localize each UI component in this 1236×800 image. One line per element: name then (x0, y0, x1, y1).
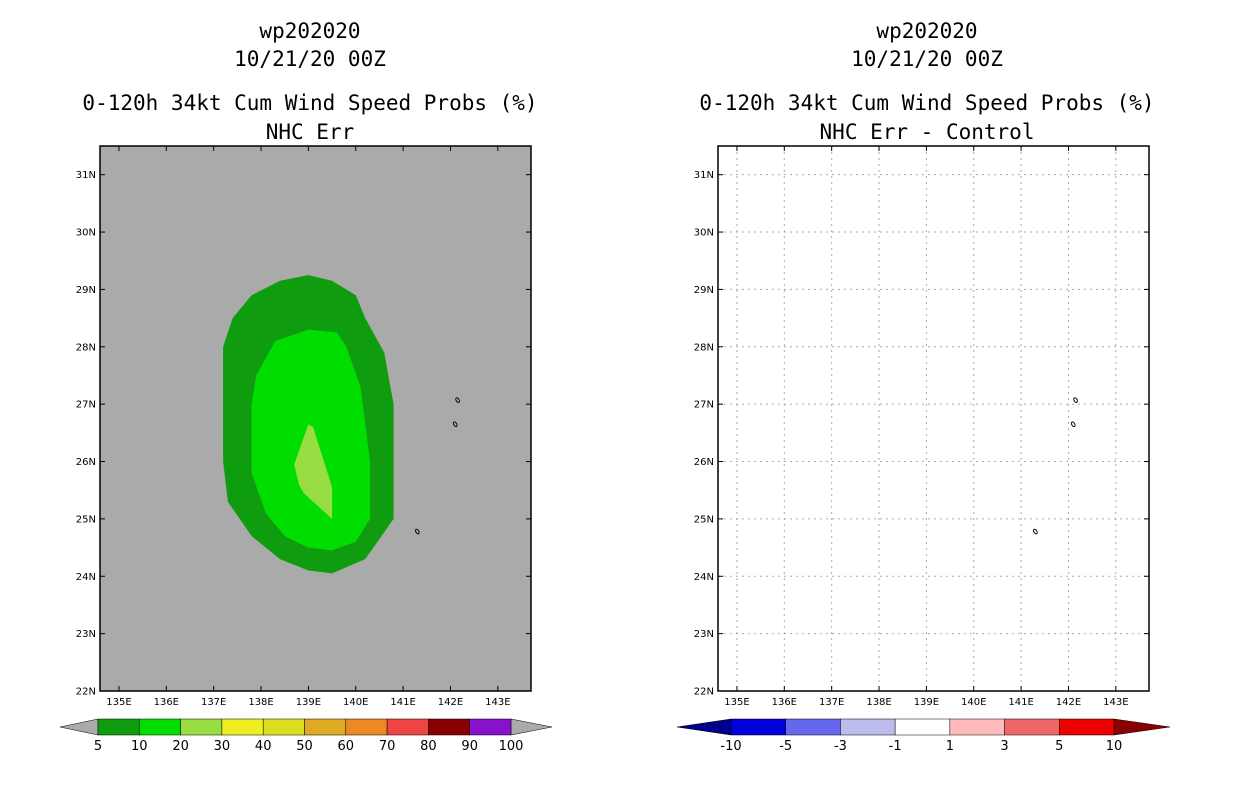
colorbar-tick-label: 90 (461, 739, 478, 754)
x-tick-label: 139E (914, 697, 939, 708)
colorbar-swatch (730, 718, 786, 736)
x-tick-label: 140E (961, 697, 986, 708)
colorbar-swatch (262, 718, 305, 736)
colorbar-swatch (180, 718, 223, 736)
colorbar-tick-label: 70 (379, 739, 396, 754)
colorbar-swatch (139, 718, 181, 736)
x-tick-label: 143E (485, 697, 510, 708)
colorbar-over-arrow (1113, 718, 1171, 736)
y-tick-label: 31N (76, 170, 96, 181)
y-tick-label: 30N (76, 228, 96, 239)
y-tick-label: 29N (76, 285, 96, 296)
y-tick-label: 25N (76, 514, 96, 525)
y-tick-label: 22N (694, 687, 714, 698)
y-tick-label: 24N (76, 572, 96, 583)
colorbar-over-arrow (510, 718, 553, 736)
island (1073, 397, 1078, 403)
x-tick-label: 141E (1008, 697, 1033, 708)
y-tick-label: 31N (694, 170, 714, 181)
colorbar-tick-label: 5 (1055, 739, 1063, 754)
x-tick-label: 142E (1056, 697, 1081, 708)
colorbar-swatch (345, 718, 388, 736)
colorbar-tick-label: 60 (338, 739, 355, 754)
colorbar-tick-label: 100 (499, 739, 524, 754)
colorbar-tick-label: 10 (131, 739, 148, 754)
colorbar-swatch (304, 718, 347, 736)
colorbar-swatch (469, 718, 512, 736)
colorbar-swatch (840, 718, 896, 736)
y-tick-label: 29N (694, 285, 714, 296)
y-tick-label: 25N (694, 514, 714, 525)
left-plot-frame (99, 145, 532, 692)
colorbar-swatch (894, 718, 951, 736)
x-tick-label: 137E (819, 697, 844, 708)
right-title-storm: wp202020 (876, 19, 978, 43)
island (415, 528, 420, 535)
left-title-storm: wp202020 (259, 19, 361, 43)
colorbar-tick-label: 80 (420, 739, 437, 754)
island (1033, 528, 1038, 535)
colorbar-swatch (1059, 718, 1115, 736)
colorbar-tick-label: 5 (94, 739, 102, 754)
x-tick-label: 135E (106, 697, 131, 708)
x-tick-label: 135E (724, 697, 749, 708)
y-tick-label: 27N (76, 400, 96, 411)
colorbar-swatch (949, 718, 1005, 736)
island (452, 421, 458, 428)
colorbar-tick-label: -1 (889, 739, 902, 754)
y-tick-label: 28N (694, 342, 714, 353)
colorbar-tick-label: 3 (1000, 739, 1008, 754)
colorbar-tick-label: 10 (1106, 739, 1123, 754)
colorbar-swatch (1004, 718, 1060, 736)
colorbar-under-arrow (676, 718, 732, 736)
left-title-date: 10/21/20 00Z (234, 47, 386, 71)
right-chart-group: 135E 136E 137E 138E 139E 140E 141E 142E 143E 22N 2… (676, 145, 1171, 754)
colorbar-tick-label: 30 (214, 739, 231, 754)
colorbar-tick-label: -5 (779, 739, 792, 754)
x-tick-label: 136E (154, 697, 179, 708)
x-tick-label: 138E (866, 697, 891, 708)
colorbar-tick-label: 40 (255, 739, 272, 754)
y-tick-label: 30N (694, 228, 714, 239)
y-tick-label: 24N (694, 572, 714, 583)
colorbar-swatch (386, 718, 429, 736)
y-tick-label: 23N (694, 629, 714, 640)
colorbar-tick-label: 20 (172, 739, 189, 754)
colorbar-swatch (428, 718, 470, 736)
left-chart-group: 135E 136E 137E 138E 139E 140E 141E 142E 143E 22N 2… (59, 145, 553, 754)
colorbar-under-arrow (59, 718, 99, 736)
right-plot-frame (717, 145, 1150, 692)
y-tick-label: 23N (76, 629, 96, 640)
colorbar-swatch (221, 718, 264, 736)
y-tick-label: 26N (76, 457, 96, 468)
y-tick-label: 27N (694, 400, 714, 411)
x-tick-label: 139E (296, 697, 321, 708)
colorbar-swatch (97, 718, 140, 736)
y-tick-label: 22N (76, 687, 96, 698)
right-title-subtitle: NHC Err - Control (819, 120, 1035, 144)
right-title-date: 10/21/20 00Z (851, 47, 1003, 71)
x-tick-label: 137E (201, 697, 226, 708)
x-tick-label: 143E (1103, 697, 1128, 708)
left-title-product: 0-120h 34kt Cum Wind Speed Probs (%) (82, 91, 538, 115)
y-tick-label: 26N (694, 457, 714, 468)
colorbar-tick-label: 50 (296, 739, 313, 754)
colorbar-tick-label: -3 (834, 739, 847, 754)
x-tick-label: 138E (248, 697, 273, 708)
contour-20-30 (294, 424, 333, 519)
x-tick-label: 140E (343, 697, 368, 708)
colorbar-tick-label: -10 (720, 739, 741, 754)
island (455, 397, 460, 403)
x-tick-label: 142E (438, 697, 463, 708)
right-plot-background (718, 146, 1149, 691)
x-tick-label: 136E (772, 697, 797, 708)
right-title-product: 0-120h 34kt Cum Wind Speed Probs (%) (699, 91, 1155, 115)
x-tick-label: 141E (390, 697, 415, 708)
left-title-subtitle: NHC Err (265, 120, 355, 144)
colorbar-swatch (785, 718, 841, 736)
colorbar-tick-label: 1 (946, 739, 954, 754)
y-tick-label: 28N (76, 342, 96, 353)
island (1070, 421, 1076, 428)
